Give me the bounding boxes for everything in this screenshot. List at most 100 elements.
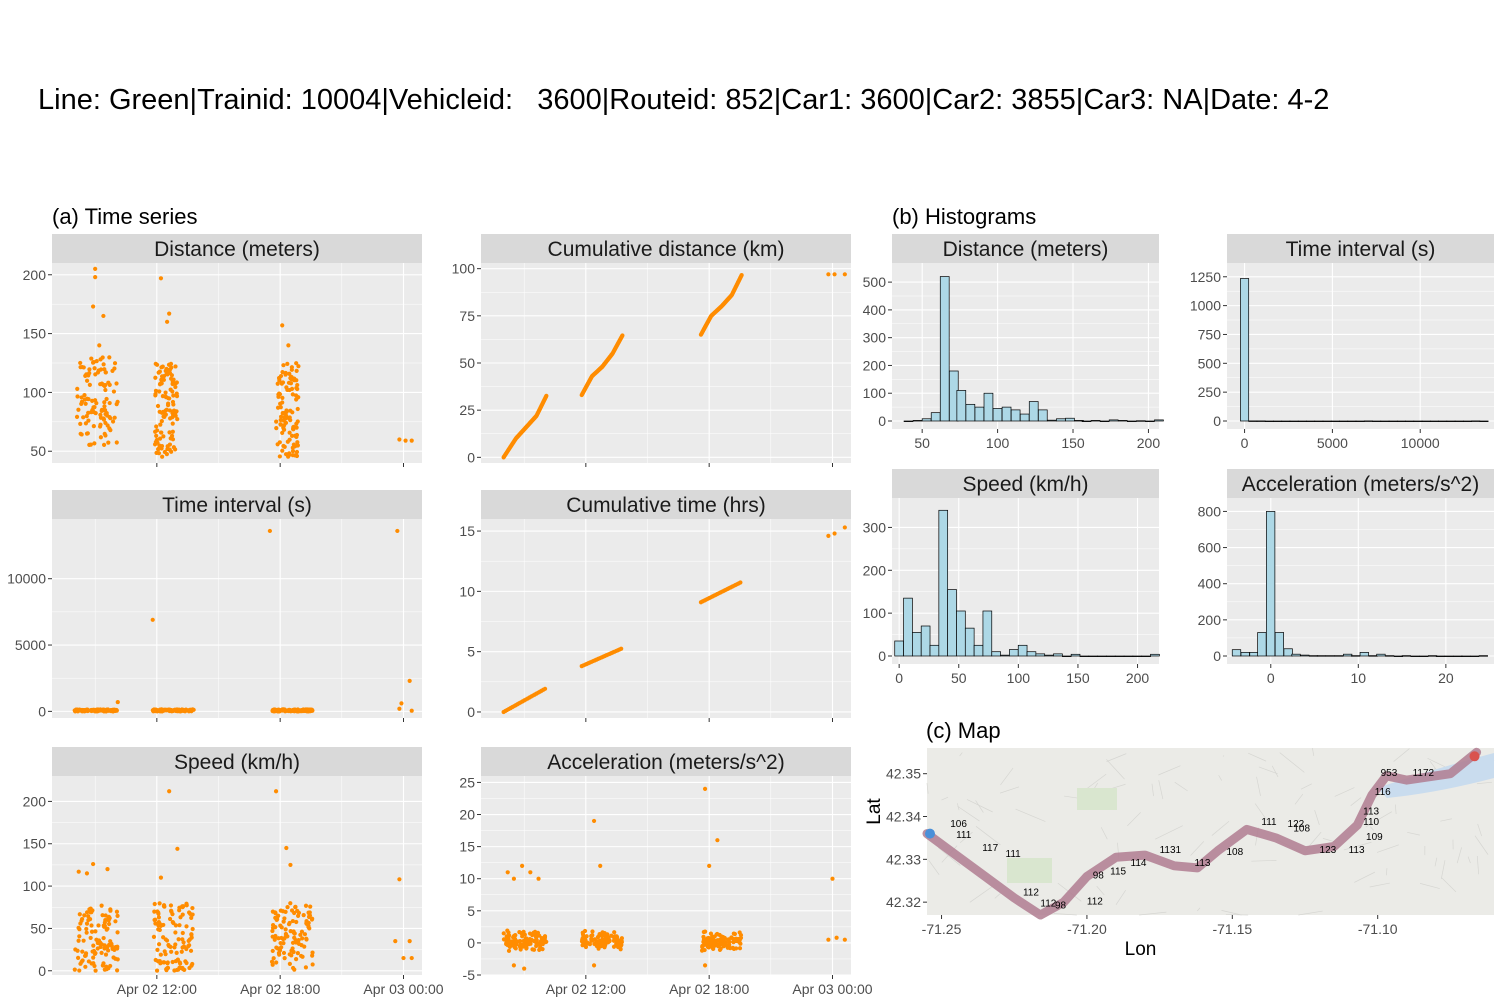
- data-point: [730, 936, 736, 942]
- data-point: [591, 818, 597, 824]
- data-point: [288, 862, 293, 868]
- data-point: [167, 367, 173, 372]
- histogram-bar: [1256, 420, 1266, 422]
- data-point: [179, 949, 184, 954]
- data-point: [738, 580, 743, 585]
- data-point: [409, 708, 414, 713]
- data-point: [75, 394, 80, 399]
- panel-ts-3: Cumulative time (hrs) 0 5 10 15: [459, 490, 851, 722]
- data-point: [586, 941, 591, 946]
- y-tick-label: 750: [1198, 326, 1222, 342]
- data-point: [504, 934, 509, 939]
- data-point: [101, 362, 106, 367]
- map-label: 112: [1023, 888, 1039, 899]
- y-tick-label: 200: [863, 562, 887, 578]
- data-point: [92, 404, 97, 410]
- panel-background: [52, 776, 422, 975]
- data-point: [156, 919, 162, 925]
- data-point: [280, 430, 285, 436]
- histogram-bar: [1019, 413, 1030, 422]
- data-point: [273, 910, 278, 915]
- histogram-bar: [1334, 655, 1344, 657]
- data-point: [106, 948, 111, 953]
- data-point: [92, 366, 97, 371]
- histogram-bar: [1136, 420, 1146, 422]
- data-point: [605, 939, 610, 944]
- data-point: [536, 876, 541, 881]
- data-point: [281, 427, 287, 432]
- data-point: [590, 933, 595, 938]
- data-point: [153, 391, 158, 397]
- scatter-points: [501, 525, 847, 715]
- data-point: [524, 936, 529, 941]
- data-point: [292, 910, 297, 916]
- data-point: [157, 382, 163, 387]
- data-point: [97, 343, 102, 348]
- y-tick-label: 300: [863, 519, 887, 535]
- data-point: [176, 937, 181, 942]
- data-point: [156, 915, 161, 920]
- data-point: [77, 708, 82, 713]
- data-point: [115, 957, 120, 962]
- y-tick-label: 42.32: [886, 894, 921, 910]
- histogram-bar: [1132, 655, 1143, 657]
- y-tick-label: 300: [863, 330, 887, 346]
- data-point: [115, 699, 120, 705]
- map-street: [999, 786, 1019, 794]
- x-tick-label: 100: [1007, 670, 1031, 686]
- data-point: [612, 930, 617, 935]
- data-point: [702, 947, 707, 953]
- data-point: [284, 408, 289, 413]
- map-street: [1476, 781, 1493, 785]
- data-point: [183, 707, 189, 712]
- data-point: [158, 961, 163, 966]
- map-street: [938, 847, 961, 866]
- section-title-c: (c) Map: [926, 718, 1001, 743]
- map-street: [1407, 831, 1420, 836]
- data-point: [163, 390, 168, 395]
- x-tick-label: 20: [1438, 670, 1454, 686]
- data-point: [295, 440, 300, 445]
- data-point: [91, 304, 96, 309]
- x-tick-label: 200: [1126, 670, 1150, 686]
- y-tick-label: 600: [1198, 540, 1222, 556]
- data-point: [153, 957, 158, 963]
- data-point: [171, 393, 176, 398]
- data-point: [303, 903, 309, 908]
- y-tick-label: 0: [467, 935, 475, 951]
- histogram-bar: [1061, 655, 1072, 657]
- histogram-bar: [1359, 652, 1369, 657]
- histogram-bar: [903, 420, 914, 422]
- data-point: [164, 407, 169, 412]
- data-point: [151, 934, 157, 939]
- map-street: [1393, 748, 1410, 762]
- histogram-bar: [1108, 419, 1119, 422]
- map-label: 111: [1006, 849, 1022, 860]
- data-point: [702, 963, 708, 968]
- data-point: [166, 362, 172, 367]
- data-point: [93, 929, 98, 934]
- data-point: [95, 370, 101, 375]
- panel-title: Speed (km/h): [174, 751, 300, 774]
- y-tick-label: 800: [1198, 503, 1222, 519]
- data-point: [90, 360, 96, 365]
- data-point: [183, 959, 188, 964]
- data-point: [166, 942, 171, 948]
- data-point: [590, 929, 595, 934]
- data-point: [100, 913, 105, 918]
- data-point: [611, 944, 617, 949]
- data-point: [715, 942, 721, 947]
- data-point: [78, 961, 83, 966]
- histogram-bar: [1396, 420, 1406, 422]
- map-street: [1434, 857, 1438, 867]
- data-point: [157, 389, 162, 394]
- panel-title: Speed (km/h): [962, 473, 1088, 496]
- map-street: [1334, 787, 1355, 797]
- data-point: [102, 404, 107, 409]
- data-point: [731, 946, 737, 952]
- data-point: [168, 387, 173, 392]
- data-point: [158, 276, 164, 281]
- data-point: [506, 948, 512, 953]
- data-point: [89, 356, 94, 361]
- data-point: [286, 343, 291, 348]
